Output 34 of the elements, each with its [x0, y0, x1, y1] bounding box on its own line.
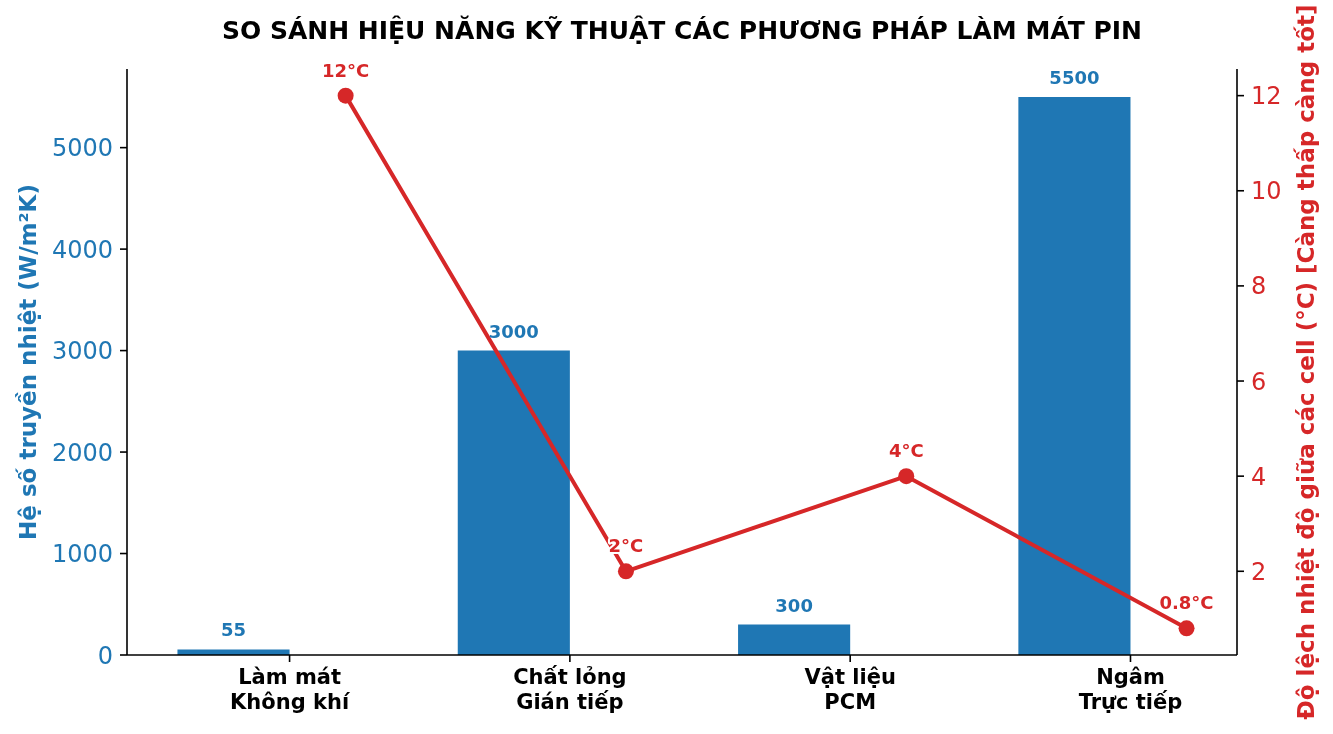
- y-tick-label: 3000: [51, 337, 113, 366]
- y2-axis-title: Độ lệch nhiệt độ giữa các cell (°C) [Càng thấp càng tốt]: [1293, 4, 1319, 720]
- point: [617, 563, 634, 580]
- y2-tick-label: 2: [1251, 557, 1267, 586]
- point: [337, 87, 354, 104]
- y2-tick-label: 12: [1251, 82, 1282, 111]
- y2-tick-label: 4: [1251, 462, 1267, 491]
- y-tick-label: 4000: [51, 235, 113, 264]
- point: [1178, 620, 1195, 637]
- y-tick-label: 1000: [51, 540, 113, 569]
- data-label: 12°C: [322, 59, 370, 81]
- data-label: 3000: [488, 320, 539, 342]
- bar: [177, 649, 290, 655]
- y2-tick-label: 6: [1251, 367, 1267, 396]
- y-tick-label: 0: [97, 641, 113, 670]
- y-tick-label: 2000: [51, 438, 113, 467]
- data-label: 4°C: [888, 440, 924, 462]
- x-tick-label: Chất lỏng Gián tiếp: [513, 664, 627, 715]
- data-label: 5500: [1049, 66, 1100, 88]
- data-label: 300: [775, 594, 813, 616]
- y2-tick-label: 10: [1251, 177, 1282, 206]
- bar: [457, 350, 570, 655]
- y2-tick-label: 8: [1251, 272, 1267, 301]
- bar: [1018, 96, 1131, 655]
- data-label: 55: [220, 619, 247, 641]
- point: [898, 468, 915, 485]
- chart-title: SO SÁNH HIỆU NĂNG KỸ THUẬT CÁC PHƯƠNG PHÁP LÀM MÁT PIN: [220, 15, 1144, 47]
- x-tick-label: Vật liệu PCM: [804, 664, 896, 715]
- y-axis-title: Hệ số truyền nhiệt (W/m²K): [15, 184, 41, 540]
- x-tick-label: Ngâm Trực tiếp: [1078, 664, 1183, 715]
- data-label: 0.8°C: [1159, 592, 1214, 614]
- y-tick-label: 5000: [51, 134, 113, 163]
- bar: [738, 624, 851, 655]
- x-tick-label: Làm mát Không khí: [230, 664, 351, 715]
